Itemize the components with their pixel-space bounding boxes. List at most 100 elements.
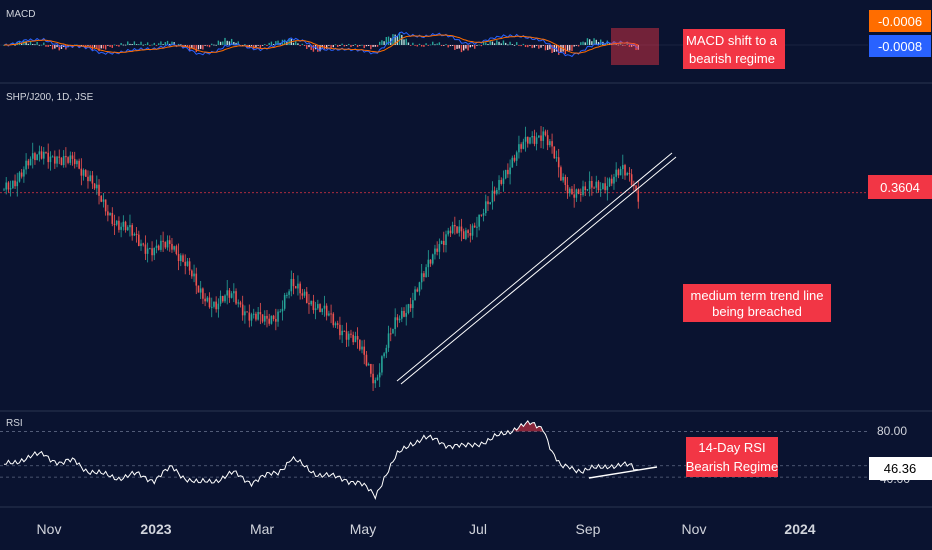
macd-histogram-bar <box>127 41 129 45</box>
last-price-text: 0.3604 <box>880 180 920 195</box>
macd-histogram-bar <box>43 42 45 45</box>
macd-histogram-bar <box>507 44 509 46</box>
macd-histogram-bar <box>588 39 591 45</box>
macd-histogram-bar <box>257 45 259 46</box>
macd-histogram-bar <box>500 43 502 45</box>
candle-body <box>332 313 335 326</box>
macd-histogram-bar <box>571 45 573 52</box>
macd-histogram-bar <box>169 43 171 45</box>
candle-body <box>383 353 385 357</box>
candle-body <box>513 157 516 161</box>
macd-histogram-bar <box>60 45 63 49</box>
time-axis-tick-label: 2024 <box>784 521 815 537</box>
macd-histogram-bar <box>173 42 175 45</box>
macd-histogram-bar <box>438 42 441 45</box>
candle-body <box>447 230 450 235</box>
macd-histogram-bar <box>522 43 525 45</box>
macd-histogram-bar <box>535 45 538 46</box>
candle-body <box>403 310 405 317</box>
candle-body <box>228 290 231 298</box>
candle-body <box>427 259 430 268</box>
macd-histogram-bar <box>630 45 633 47</box>
macd-histogram-bar <box>131 43 133 45</box>
candle-body <box>78 160 80 169</box>
candle-body <box>31 153 34 159</box>
candle-body <box>564 176 567 185</box>
candle-body <box>584 186 587 191</box>
candle-body <box>62 156 65 166</box>
candle-body <box>305 291 308 303</box>
macd-histogram-bar <box>144 44 147 45</box>
macd-histogram-bar <box>47 45 49 47</box>
macd-line <box>3 31 639 58</box>
candle-body <box>319 304 321 313</box>
macd-histogram-bar <box>418 43 421 45</box>
macd-histogram-bar <box>62 45 65 47</box>
macd-histogram-bar <box>129 43 131 45</box>
macd-histogram-bar <box>549 45 551 50</box>
candle-body <box>542 131 545 141</box>
macd-histogram-bar <box>297 43 299 45</box>
candle-body <box>484 201 487 214</box>
macd-histogram-bar <box>558 45 560 55</box>
candle-body <box>557 157 560 168</box>
macd-histogram-bar <box>575 45 578 46</box>
candle-body <box>409 304 412 309</box>
candle-body <box>323 305 326 309</box>
macd-histogram-bar <box>538 45 540 49</box>
macd-histogram-bar <box>628 45 631 47</box>
macd-histogram-bar <box>425 43 427 45</box>
candle-body <box>420 273 423 283</box>
candle-body <box>138 234 140 246</box>
macd-histogram-bar <box>116 45 118 47</box>
candle-body <box>140 243 142 246</box>
candle-body <box>577 189 580 194</box>
macd-histogram-bar <box>122 44 125 46</box>
macd-histogram-bar <box>591 41 593 45</box>
macd-histogram-bar <box>113 44 116 46</box>
candle-body <box>297 283 299 289</box>
candle-body <box>42 151 45 159</box>
macd-histogram-bar <box>513 44 516 46</box>
macd-histogram-bar <box>87 45 89 46</box>
macd-histogram-bar <box>356 45 359 48</box>
candle-body <box>3 189 5 191</box>
macd-histogram-bar <box>493 43 496 45</box>
candle-body <box>210 306 213 308</box>
candle-body <box>67 157 69 163</box>
macd-histogram-bar <box>533 45 536 48</box>
candle-body <box>588 180 591 190</box>
candle-body <box>511 157 514 168</box>
macd-histogram-bar <box>432 41 434 45</box>
macd-histogram-bar <box>531 45 533 49</box>
candle-body <box>489 202 491 205</box>
macd-histogram-bar <box>350 45 352 48</box>
macd-histogram-bar <box>202 45 204 50</box>
candle-body <box>478 214 480 227</box>
macd-histogram-bar <box>186 45 189 48</box>
macd-histogram-bar <box>118 45 120 47</box>
candle-body <box>566 184 569 194</box>
candle-body <box>224 295 226 302</box>
macd-histogram-bar <box>465 45 467 49</box>
macd-histogram-bar <box>372 45 374 47</box>
candle-body <box>473 225 476 228</box>
macd-histogram-bar <box>233 41 235 45</box>
candle-body <box>549 141 551 146</box>
macd-histogram-bar <box>261 45 264 46</box>
rsi-annotation-line1: 14-Day RSI <box>698 440 765 455</box>
candle-body <box>252 313 255 315</box>
candle-body <box>215 301 217 310</box>
candle-body <box>571 188 573 195</box>
signal-value-text: -0.0008 <box>878 39 922 54</box>
macd-histogram-bar <box>295 41 297 45</box>
candle-body <box>374 379 377 384</box>
candle-body <box>321 308 324 313</box>
macd-histogram-bar <box>544 45 547 51</box>
candle-body <box>429 259 432 264</box>
macd-histogram-bar <box>569 45 571 51</box>
candle-body <box>622 165 624 170</box>
macd-histogram-bar <box>359 45 361 46</box>
candle-body <box>277 311 279 322</box>
macd-histogram-bar <box>259 45 262 49</box>
